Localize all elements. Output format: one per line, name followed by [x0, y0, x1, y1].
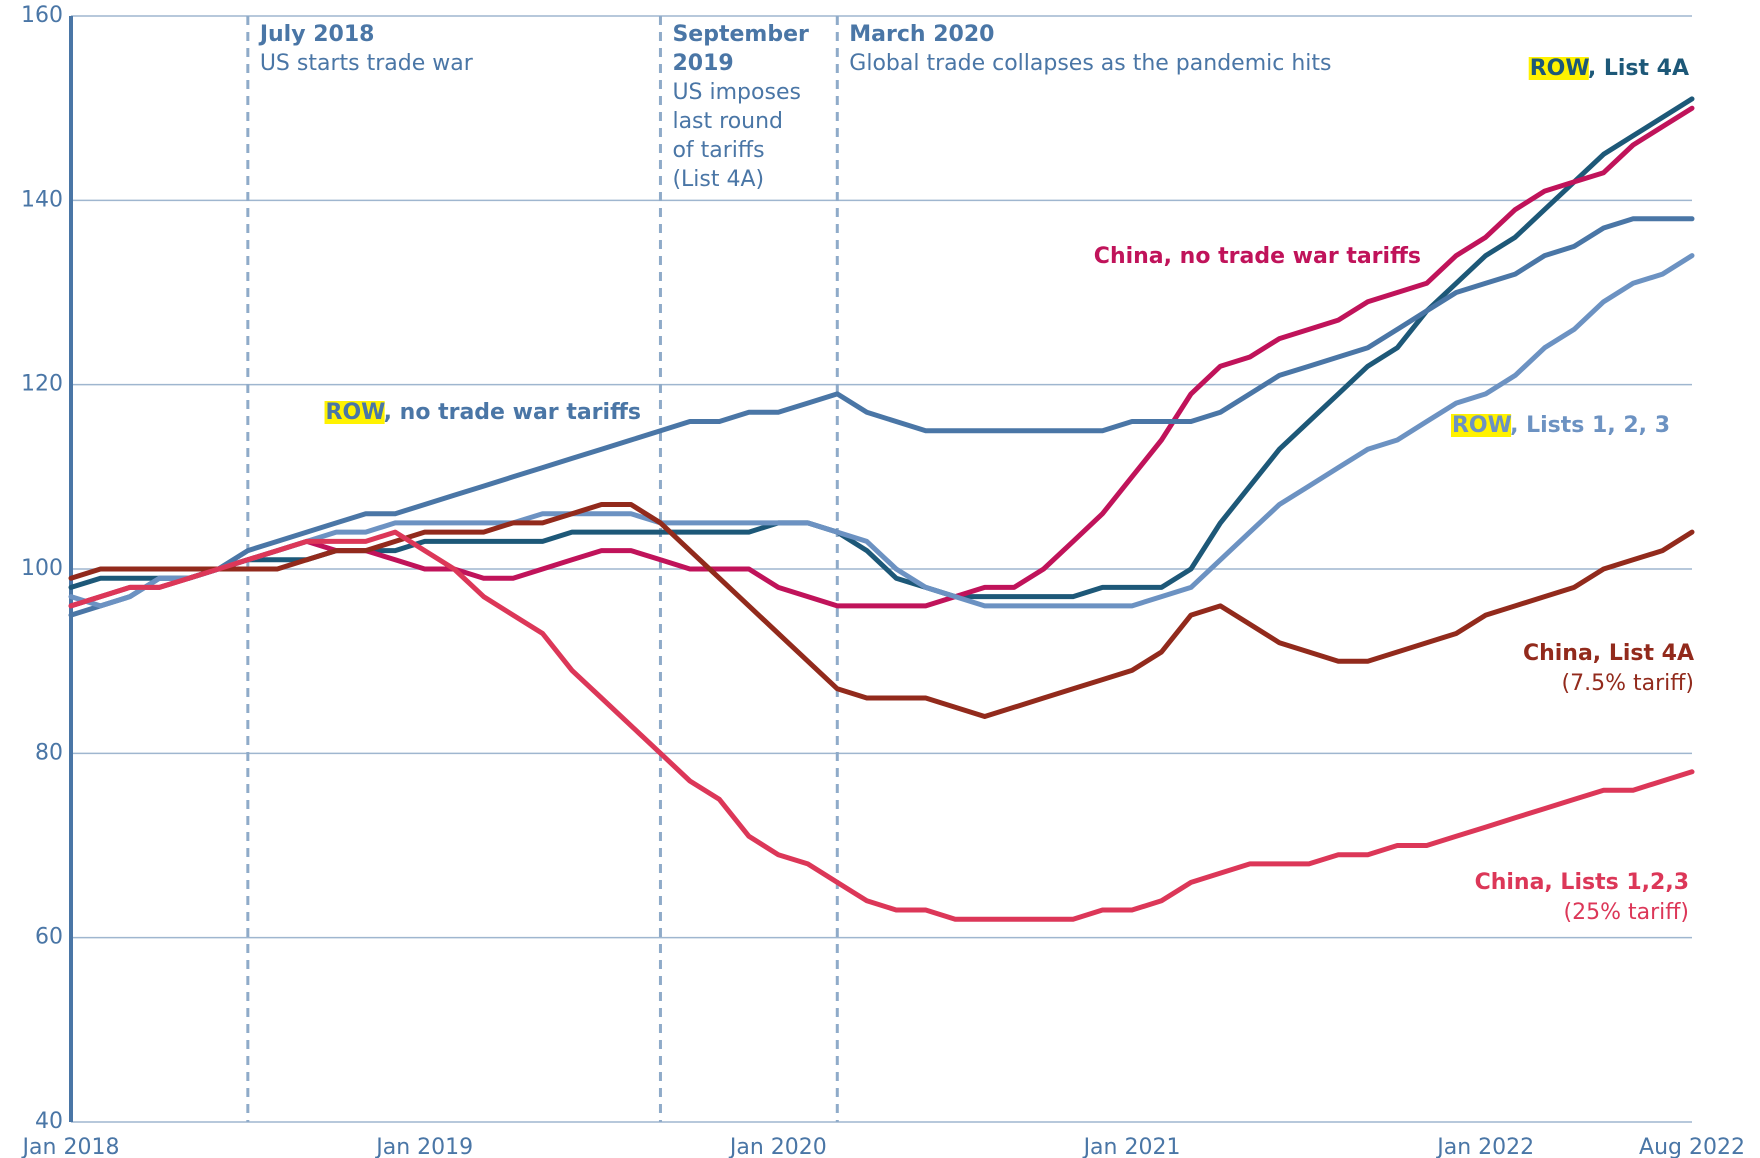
- y-tick-label: 60: [35, 925, 63, 950]
- series-label-group: ROW, Lists 1, 2, 3: [1450, 413, 1670, 438]
- x-tick-label: Jan 2018: [21, 1135, 120, 1158]
- highlight: [1450, 414, 1512, 437]
- event-title: 2019: [672, 51, 733, 76]
- event-text: (List 4A): [672, 167, 764, 192]
- y-tick-label: 40: [35, 1109, 63, 1134]
- event-text: of tariffs: [672, 138, 764, 163]
- series-label: ROW, Lists 1, 2, 3: [1452, 413, 1670, 438]
- series-label-group: China, List 4A (7.5% tariff): [1523, 641, 1694, 696]
- series-label: China, Lists 1,2,3: [1475, 870, 1689, 895]
- series-line: [68, 253, 1695, 609]
- y-tick-label: 160: [21, 3, 63, 28]
- series-note: (25% tariff): [1564, 900, 1689, 925]
- x-tick-label: Jan 2020: [728, 1135, 827, 1158]
- x-tick-label: Jan 2021: [1082, 1135, 1181, 1158]
- event-text: US imposes: [672, 80, 801, 105]
- x-tick-label: Jan 2019: [374, 1135, 473, 1158]
- series-label-group: China, no trade war tariffs: [1094, 244, 1421, 269]
- series-label: ROW, List 4A: [1530, 56, 1689, 81]
- event-title: March 2020: [849, 22, 994, 47]
- series-line: [68, 529, 1695, 922]
- series-label-group: ROW, List 4A: [1528, 56, 1689, 81]
- y-tick-label: 80: [35, 740, 63, 765]
- y-tick-label: 100: [21, 556, 63, 581]
- highlight: [1528, 57, 1589, 80]
- event-text: US starts trade war: [260, 51, 474, 76]
- series-label: China, List 4A: [1523, 641, 1694, 666]
- series-line: [68, 502, 1695, 719]
- series-label-group: China, Lists 1,2,3 (25% tariff): [1475, 870, 1689, 925]
- series-label: China, no trade war tariffs: [1094, 244, 1421, 269]
- event-title: July 2018: [258, 22, 375, 47]
- x-tick-label: Aug 2022: [1639, 1135, 1745, 1158]
- series-label: ROW, no trade war tariffs: [326, 400, 641, 425]
- event-text: last round: [672, 109, 783, 134]
- series-line: [68, 96, 1695, 600]
- highlight: [324, 401, 385, 424]
- y-tick-label: 120: [21, 372, 63, 397]
- grid: [71, 15, 1692, 1123]
- event-text: Global trade collapses as the pandemic h…: [849, 51, 1331, 76]
- series-label-group: ROW, no trade war tariffs: [324, 400, 641, 425]
- event-title: September: [672, 22, 809, 47]
- x-tick-label: Jan 2022: [1435, 1135, 1534, 1158]
- series-note: (7.5% tariff): [1562, 671, 1694, 696]
- series-line: [68, 216, 1695, 618]
- y-tick-label: 140: [21, 187, 63, 212]
